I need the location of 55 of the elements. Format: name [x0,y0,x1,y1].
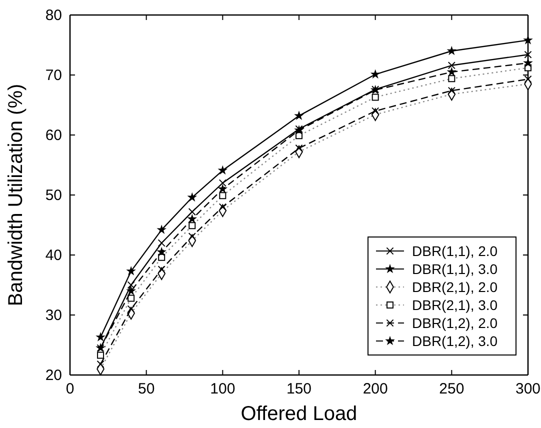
point [127,305,135,313]
point [218,184,227,192]
y-tick-label: 30 [45,306,62,324]
y-tick-label: 70 [45,66,62,84]
point [296,132,302,140]
point [96,360,104,368]
point [524,75,532,83]
point [448,75,456,82]
point [188,193,196,201]
x-tick-label: 100 [210,380,236,398]
legend-label: DBR(2,1), 2.0 [412,279,498,295]
point [158,239,166,247]
point [158,226,166,234]
point [127,286,135,294]
x-axis-title: Offered Load [240,403,358,425]
point [188,222,196,230]
point [218,166,227,174]
x-tick-label: 50 [138,380,155,398]
y-tick-label: 60 [45,126,62,144]
legend-label: DBR(1,1), 2.0 [412,243,498,259]
x-tick-label: 200 [362,380,388,398]
y-tick-label: 40 [45,246,62,264]
point [127,281,135,289]
y-axis-title: Bandwidth Utilization (%) [5,84,27,306]
point [188,214,196,222]
legend-label: DBR(2,1), 3.0 [412,297,498,313]
point [158,248,166,256]
point [219,192,226,200]
point [158,254,166,261]
x-tick-label: 300 [515,380,541,398]
point [97,352,104,359]
point [448,68,456,76]
point [371,70,380,78]
point [295,144,303,152]
x-tick-label: 150 [286,380,312,398]
point [372,94,379,101]
legend-label: DBR(1,2), 3.0 [412,333,498,349]
y-tick-label: 20 [45,366,62,384]
point [524,58,532,66]
point [127,267,135,275]
x-tick-label: 0 [66,380,74,398]
point [218,179,226,187]
legend-label: DBR(1,2), 2.0 [412,315,498,331]
point [188,208,196,216]
point [448,62,456,70]
point [128,294,135,302]
point [96,333,104,341]
point [524,50,532,58]
point [448,46,456,54]
legend-label: DBR(1,1), 3.0 [412,261,498,277]
x-tick-label: 250 [439,380,464,398]
y-tick-label: 50 [45,186,62,204]
point [295,112,303,120]
point [524,36,532,44]
y-tick-label: 80 [45,6,62,24]
